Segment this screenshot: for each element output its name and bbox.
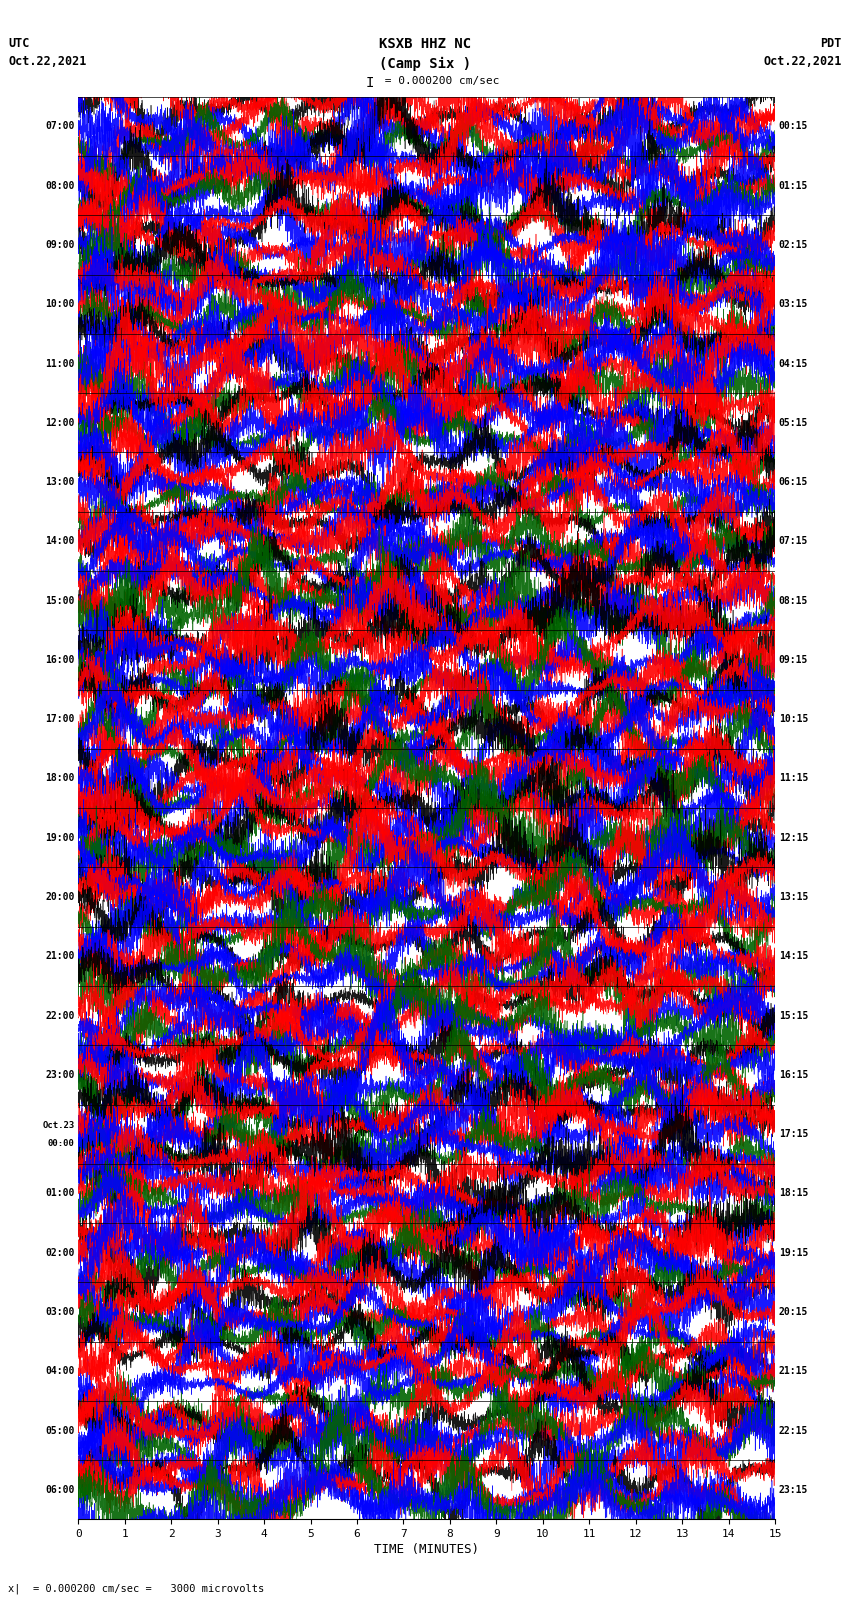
- Text: 13:00: 13:00: [45, 477, 75, 487]
- Text: 06:15: 06:15: [779, 477, 808, 487]
- Text: 12:15: 12:15: [779, 832, 808, 842]
- Text: 16:15: 16:15: [779, 1069, 808, 1079]
- Text: Oct.22,2021: Oct.22,2021: [763, 55, 842, 68]
- Text: 00:00: 00:00: [48, 1139, 75, 1147]
- Text: 01:15: 01:15: [779, 181, 808, 190]
- Text: 05:00: 05:00: [45, 1426, 75, 1436]
- Text: 08:00: 08:00: [45, 181, 75, 190]
- X-axis label: TIME (MINUTES): TIME (MINUTES): [374, 1544, 479, 1557]
- Text: I: I: [366, 76, 374, 90]
- Text: 00:15: 00:15: [779, 121, 808, 131]
- Text: 17:00: 17:00: [45, 715, 75, 724]
- Text: 22:00: 22:00: [45, 1011, 75, 1021]
- Text: 04:15: 04:15: [779, 358, 808, 368]
- Text: 11:00: 11:00: [45, 358, 75, 368]
- Text: 04:00: 04:00: [45, 1366, 75, 1376]
- Text: 09:15: 09:15: [779, 655, 808, 665]
- Text: PDT: PDT: [820, 37, 842, 50]
- Text: 16:00: 16:00: [45, 655, 75, 665]
- Text: 08:15: 08:15: [779, 595, 808, 605]
- Text: 20:00: 20:00: [45, 892, 75, 902]
- Text: 13:15: 13:15: [779, 892, 808, 902]
- Text: = 0.000200 cm/sec: = 0.000200 cm/sec: [378, 76, 500, 85]
- Text: 23:00: 23:00: [45, 1069, 75, 1079]
- Text: 12:00: 12:00: [45, 418, 75, 427]
- Text: 11:15: 11:15: [779, 774, 808, 784]
- Text: 22:15: 22:15: [779, 1426, 808, 1436]
- Text: x|  = 0.000200 cm/sec =   3000 microvolts: x| = 0.000200 cm/sec = 3000 microvolts: [8, 1582, 264, 1594]
- Text: 15:15: 15:15: [779, 1011, 808, 1021]
- Text: 21:00: 21:00: [45, 952, 75, 961]
- Text: 06:00: 06:00: [45, 1486, 75, 1495]
- Text: 02:15: 02:15: [779, 240, 808, 250]
- Text: 18:00: 18:00: [45, 774, 75, 784]
- Text: 03:00: 03:00: [45, 1307, 75, 1316]
- Text: 01:00: 01:00: [45, 1189, 75, 1198]
- Text: UTC: UTC: [8, 37, 30, 50]
- Text: 02:00: 02:00: [45, 1248, 75, 1258]
- Text: 10:00: 10:00: [45, 300, 75, 310]
- Text: 10:15: 10:15: [779, 715, 808, 724]
- Text: 21:15: 21:15: [779, 1366, 808, 1376]
- Text: Oct.22,2021: Oct.22,2021: [8, 55, 87, 68]
- Text: 05:15: 05:15: [779, 418, 808, 427]
- Text: 03:15: 03:15: [779, 300, 808, 310]
- Text: KSXB HHZ NC: KSXB HHZ NC: [379, 37, 471, 52]
- Text: 07:15: 07:15: [779, 537, 808, 547]
- Text: 15:00: 15:00: [45, 595, 75, 605]
- Text: 07:00: 07:00: [45, 121, 75, 131]
- Text: 14:00: 14:00: [45, 537, 75, 547]
- Text: 14:15: 14:15: [779, 952, 808, 961]
- Text: 09:00: 09:00: [45, 240, 75, 250]
- Text: 17:15: 17:15: [779, 1129, 808, 1139]
- Text: 19:00: 19:00: [45, 832, 75, 842]
- Text: Oct.23: Oct.23: [42, 1121, 75, 1129]
- Text: 23:15: 23:15: [779, 1486, 808, 1495]
- Text: 20:15: 20:15: [779, 1307, 808, 1316]
- Text: 19:15: 19:15: [779, 1248, 808, 1258]
- Text: 18:15: 18:15: [779, 1189, 808, 1198]
- Text: (Camp Six ): (Camp Six ): [379, 56, 471, 71]
